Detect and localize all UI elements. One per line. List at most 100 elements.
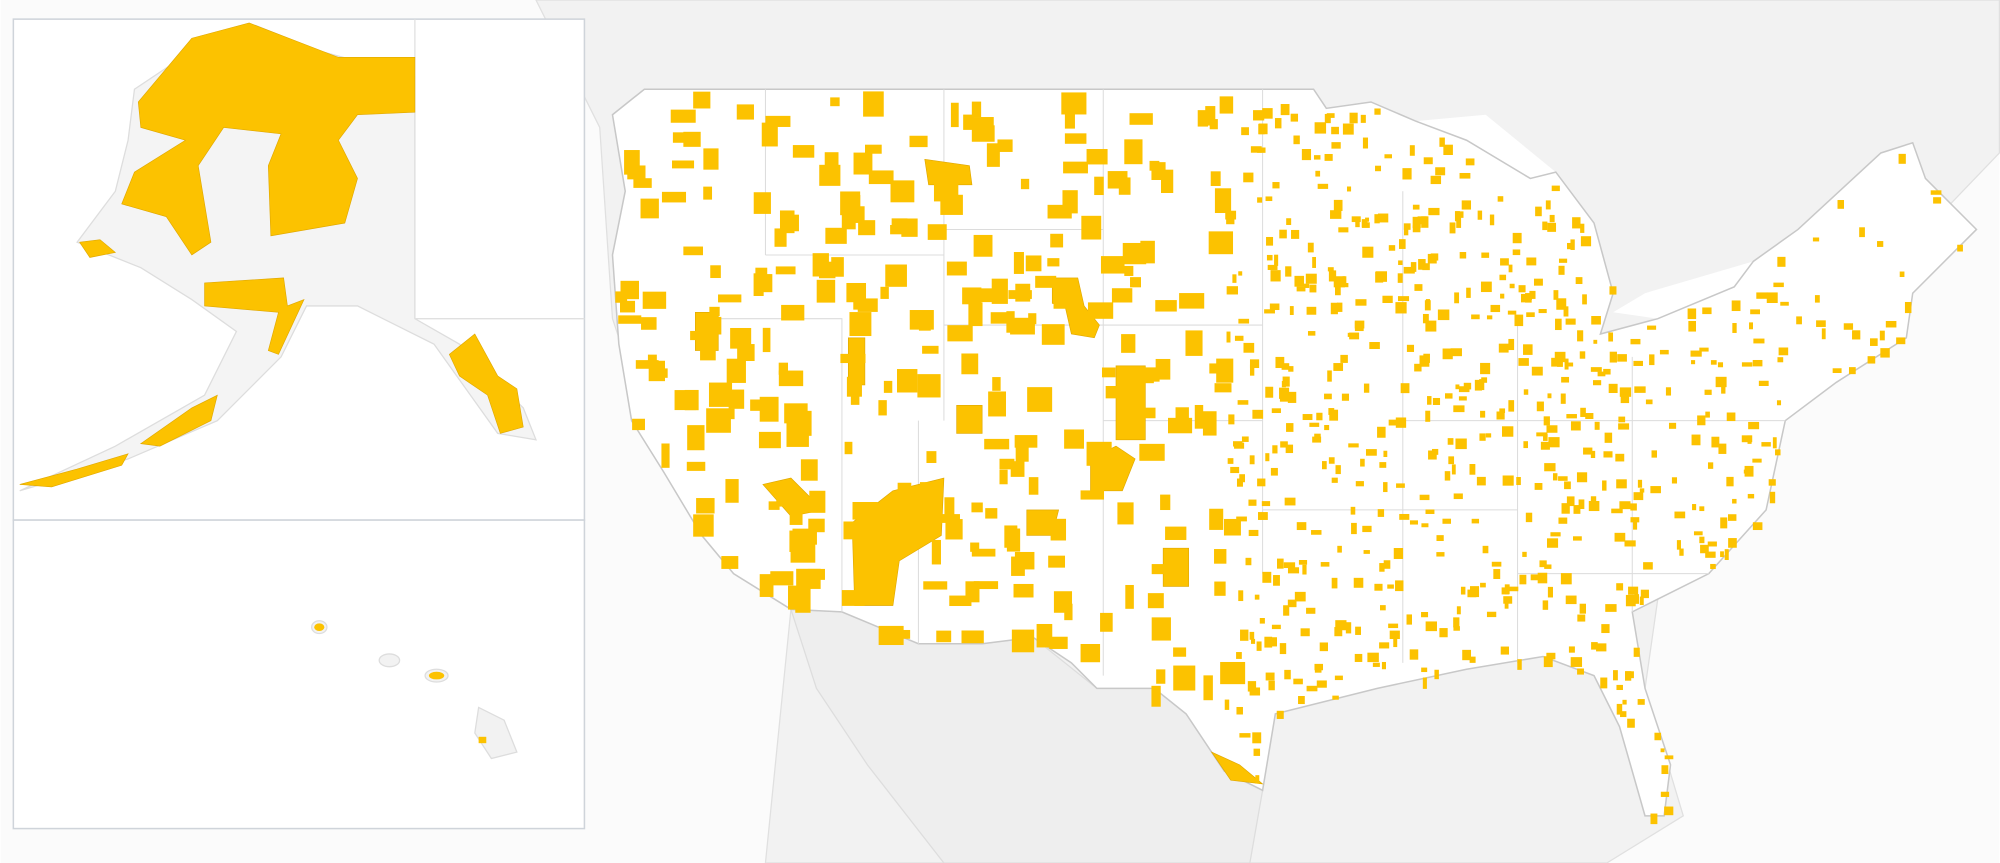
highlight	[647, 354, 657, 365]
highlight	[1436, 552, 1445, 557]
highlight	[1583, 447, 1593, 455]
highlight	[700, 348, 716, 361]
highlight	[1575, 277, 1583, 285]
highlight	[1848, 367, 1856, 375]
highlight	[1387, 584, 1394, 589]
highlight	[1363, 383, 1370, 393]
highlight	[1933, 197, 1942, 204]
highlight	[687, 425, 705, 451]
highlight	[863, 91, 884, 117]
highlight	[1236, 478, 1243, 487]
highlight	[1397, 296, 1410, 302]
highlight	[1243, 342, 1255, 353]
highlight	[1450, 348, 1462, 357]
highlight	[1879, 330, 1885, 341]
highlight	[1271, 624, 1281, 630]
highlight	[1347, 332, 1359, 337]
highlight	[696, 498, 715, 514]
highlight	[1309, 422, 1320, 427]
highlight	[1474, 379, 1482, 391]
highlight	[618, 315, 642, 324]
highlight	[1443, 144, 1453, 156]
highlight	[1313, 155, 1321, 160]
highlight	[633, 178, 652, 188]
highlight	[1307, 331, 1316, 336]
highlight	[1354, 320, 1365, 329]
highlight	[19, 453, 129, 488]
highlight	[1333, 199, 1343, 211]
highlight	[1616, 684, 1623, 691]
highlight	[778, 362, 789, 375]
highlight	[1388, 419, 1398, 426]
highlight	[1028, 313, 1037, 325]
highlight	[1151, 685, 1161, 707]
highlight	[1100, 612, 1113, 632]
highlight	[1697, 415, 1706, 426]
highlight	[1220, 661, 1246, 685]
highlight	[448, 333, 524, 434]
highlight	[1664, 755, 1674, 760]
highlight	[1105, 385, 1125, 399]
highlight	[1601, 624, 1610, 634]
highlight	[922, 345, 939, 354]
highlight	[1396, 483, 1405, 488]
highlight	[1345, 622, 1352, 634]
highlight	[1679, 548, 1684, 556]
highlight	[1558, 265, 1565, 275]
highlight	[1328, 270, 1337, 282]
highlight	[1423, 157, 1433, 165]
highlight	[1537, 572, 1548, 584]
highlight	[1422, 313, 1429, 324]
highlight	[1710, 360, 1717, 365]
highlight	[1329, 409, 1339, 421]
highlight	[1286, 218, 1292, 225]
highlight	[1687, 308, 1697, 320]
highlight	[1427, 396, 1432, 405]
highlight	[1796, 316, 1802, 325]
highlight	[1558, 476, 1568, 481]
highlight	[1630, 338, 1641, 345]
highlight	[641, 317, 657, 330]
highlight	[999, 458, 1015, 470]
highlight	[1650, 486, 1661, 494]
highlight	[874, 554, 896, 573]
highlight	[1238, 590, 1244, 602]
highlight	[1724, 549, 1729, 560]
highlight	[1508, 400, 1515, 412]
highlight	[1485, 433, 1492, 438]
highlight	[1335, 465, 1341, 475]
highlight	[690, 330, 701, 341]
highlight	[1930, 190, 1942, 195]
highlight	[683, 131, 701, 147]
highlight	[710, 265, 721, 279]
highlight	[1588, 500, 1600, 512]
highlight	[1593, 339, 1598, 344]
highlight	[1463, 382, 1472, 390]
highlight	[619, 300, 636, 313]
highlight	[1219, 96, 1234, 114]
highlight	[1553, 290, 1559, 300]
highlight	[1744, 465, 1754, 477]
highlight	[1500, 293, 1505, 299]
highlight	[1597, 371, 1606, 377]
highlight	[1555, 318, 1562, 331]
highlight	[1660, 748, 1665, 753]
highlight	[1374, 108, 1381, 115]
highlight	[846, 282, 867, 303]
highlight	[1265, 196, 1273, 202]
highlight	[1209, 119, 1218, 130]
highlight	[1276, 710, 1284, 719]
highlight	[1130, 407, 1156, 419]
highlight	[1579, 351, 1586, 359]
highlight	[759, 574, 774, 597]
highlight	[1565, 362, 1574, 367]
highlight	[841, 590, 865, 606]
highlight	[1613, 670, 1618, 681]
highlight	[1622, 699, 1627, 705]
highlight	[1320, 562, 1330, 567]
highlight	[1885, 320, 1897, 328]
highlight	[1749, 322, 1753, 330]
highlight	[912, 489, 937, 503]
highlight	[1147, 593, 1164, 609]
highlight	[1676, 540, 1681, 550]
